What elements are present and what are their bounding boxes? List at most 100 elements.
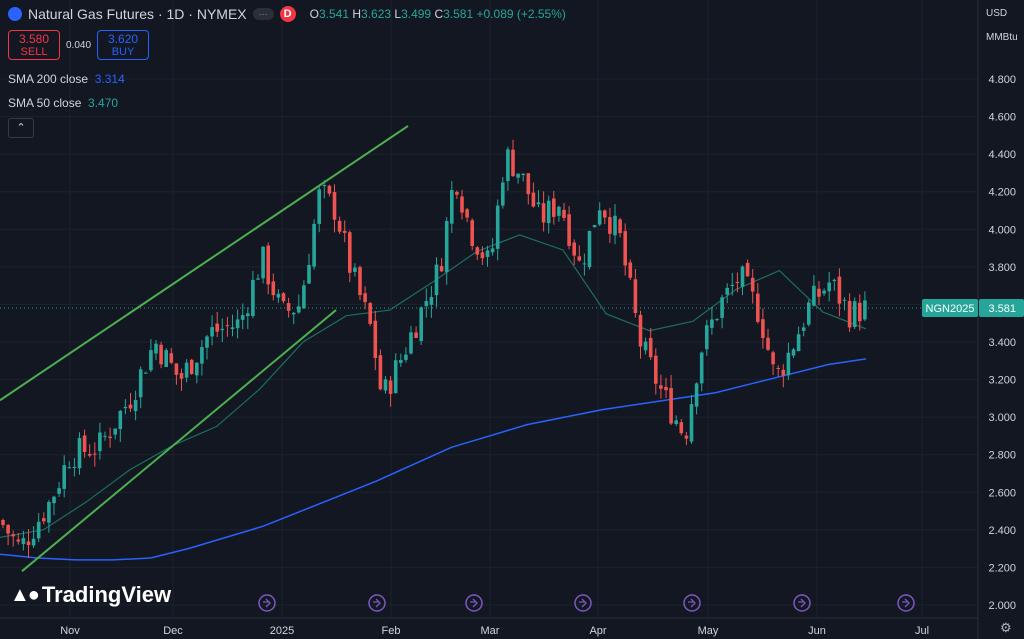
event-icon[interactable] xyxy=(683,594,701,612)
candle-body xyxy=(358,267,362,296)
sma200-legend[interactable]: SMA 200 close 3.314 xyxy=(8,72,125,86)
candle-body xyxy=(200,347,204,364)
candle-body xyxy=(470,220,474,246)
buy-button[interactable]: 3.620 BUY xyxy=(97,30,150,60)
candle-body xyxy=(521,173,525,175)
event-icon[interactable] xyxy=(368,594,386,612)
candle-body xyxy=(302,285,306,309)
candle-body xyxy=(475,247,480,255)
candle-body xyxy=(659,385,663,389)
last-price-value-badge xyxy=(979,298,1024,317)
candle-body xyxy=(368,303,372,324)
candle-body xyxy=(710,319,714,328)
candle-body xyxy=(210,327,214,337)
event-icon[interactable] xyxy=(258,594,276,612)
candle-body xyxy=(842,299,847,301)
candle-body xyxy=(261,246,265,279)
candle-body xyxy=(541,203,546,223)
candle-body xyxy=(674,420,678,424)
currency-label[interactable]: USD xyxy=(986,8,1008,19)
candle-body xyxy=(235,319,240,329)
sma50-legend[interactable]: SMA 50 close 3.470 xyxy=(8,96,119,110)
x-tick-label: 2025 xyxy=(270,625,294,637)
candle-body xyxy=(42,518,46,522)
candle-body xyxy=(745,262,750,277)
candle-body xyxy=(266,245,270,285)
x-tick-label: May xyxy=(698,625,719,637)
candle-body xyxy=(536,202,541,205)
candle-body xyxy=(582,263,587,265)
candle-body xyxy=(546,200,551,224)
candle-body xyxy=(251,279,255,316)
candle-body xyxy=(246,313,250,317)
candle-body xyxy=(195,362,199,376)
chart-header: Natural Gas Futures · 1D · NYMEX ··· D O… xyxy=(8,6,566,22)
event-icon[interactable] xyxy=(897,594,915,612)
candle-body xyxy=(613,215,617,236)
x-tick-label: Jun xyxy=(808,625,826,637)
candle-body xyxy=(756,293,760,322)
event-icon[interactable] xyxy=(793,594,811,612)
candle-body xyxy=(490,248,495,253)
y-tick-label: 4.600 xyxy=(988,112,1016,124)
gear-icon[interactable]: ⚙ xyxy=(1000,620,1012,635)
event-icon[interactable] xyxy=(465,594,483,612)
event-arrow-icon xyxy=(470,598,478,608)
candle-body xyxy=(501,182,505,206)
candle-body xyxy=(189,359,194,374)
candle-body xyxy=(36,521,41,539)
candle-body xyxy=(552,198,556,217)
candle-body xyxy=(592,225,597,228)
sma200-line xyxy=(0,358,867,561)
candle-body xyxy=(557,206,561,216)
y-tick-label: 4.800 xyxy=(988,74,1016,86)
candle-body xyxy=(144,372,148,374)
candle-body xyxy=(705,325,709,350)
y-tick-label: 2.200 xyxy=(988,562,1016,574)
candle-body xyxy=(383,379,388,391)
y-tick-label: 2.800 xyxy=(988,450,1016,462)
candle-body xyxy=(720,297,724,318)
symbol-title[interactable]: Natural Gas Futures · 1D · NYMEX xyxy=(28,6,247,22)
y-tick-label: 3.400 xyxy=(988,337,1016,349)
candle-body xyxy=(597,210,602,225)
candle-body xyxy=(317,189,321,224)
unit-label[interactable]: MMBtu xyxy=(986,32,1018,43)
candle-body xyxy=(801,327,806,331)
candle-body xyxy=(149,350,153,371)
candle-body xyxy=(531,192,536,207)
candle-body xyxy=(562,209,566,218)
data-badge[interactable]: D xyxy=(279,6,296,22)
last-price-value: 3.581 xyxy=(988,303,1016,315)
candle-body xyxy=(572,242,576,256)
candle-body xyxy=(480,252,485,259)
event-icon[interactable] xyxy=(574,594,592,612)
candle-body xyxy=(567,214,571,246)
candle-body xyxy=(761,319,765,338)
candle-body xyxy=(312,223,316,267)
sell-button[interactable]: 3.580 SELL xyxy=(8,30,60,60)
candle-body xyxy=(725,287,729,295)
candle-body xyxy=(47,501,51,523)
candle-body xyxy=(822,290,826,294)
candle-body xyxy=(837,276,842,304)
candle-body xyxy=(256,278,260,280)
candle-body xyxy=(164,350,168,367)
collapse-legend-button[interactable]: ⌃ xyxy=(8,118,34,138)
candle-body xyxy=(633,279,638,314)
candle-body xyxy=(307,264,311,284)
x-tick-label: Mar xyxy=(481,625,500,637)
tradingview-logo: ▲● TradingView xyxy=(10,582,172,607)
candle-body xyxy=(429,297,434,305)
last-price-symbol: NGN2025 xyxy=(926,303,975,315)
candle-body xyxy=(108,436,112,439)
event-arrow-icon xyxy=(373,598,381,608)
candle-body xyxy=(103,435,107,437)
symbol-icon xyxy=(8,7,22,21)
candle-body xyxy=(450,190,454,224)
candle-body xyxy=(113,428,117,435)
candle-body xyxy=(791,349,796,356)
more-pill[interactable]: ··· xyxy=(252,8,274,20)
candle-body xyxy=(87,453,92,456)
